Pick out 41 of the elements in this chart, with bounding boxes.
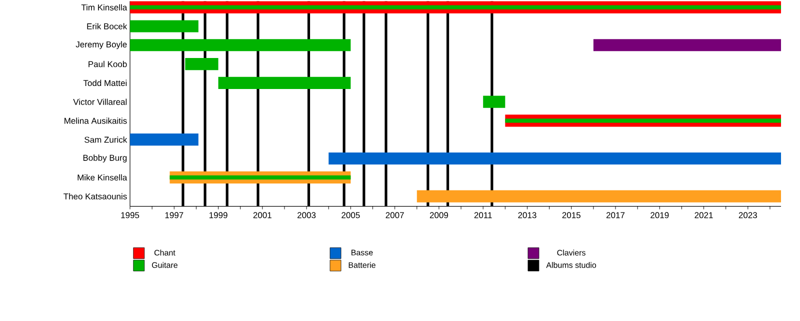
x-tick-label: 2021 xyxy=(694,212,713,218)
y-tick-label: Paul Koob xyxy=(88,60,127,68)
y-tick-label: Sam Zurick xyxy=(84,136,128,143)
y-tick-label: Mike Kinsella xyxy=(78,174,128,180)
bar xyxy=(328,152,782,164)
bar xyxy=(483,96,506,108)
y-tick-label: Todd Mattei xyxy=(83,80,127,86)
y-tick-label: Bobby Burg xyxy=(83,154,127,162)
bar xyxy=(416,190,782,202)
legend-label: Chant xyxy=(154,250,176,256)
x-tick-label: 2023 xyxy=(738,212,757,218)
x-tick-label: 2011 xyxy=(474,212,492,218)
x-tick-label: 2019 xyxy=(650,212,669,218)
legend-label: Guitare xyxy=(152,262,178,268)
x-tick-label: 2009 xyxy=(430,212,448,218)
bar xyxy=(185,58,218,70)
bar xyxy=(130,133,198,146)
x-tick-label: 2015 xyxy=(562,212,580,218)
legend-label: Basse xyxy=(352,250,373,256)
x-tick-label: 2013 xyxy=(518,212,536,218)
y-tick-label: Tim Kinsella xyxy=(81,4,128,10)
legend-label: Albums studio xyxy=(546,262,596,268)
bar xyxy=(130,20,198,32)
x-tick-label: 2005 xyxy=(342,212,360,218)
y-tick-label: Erik Bocek xyxy=(87,22,128,30)
bar xyxy=(218,76,351,89)
x-tick-label: 2001 xyxy=(253,212,272,218)
bar xyxy=(130,38,351,52)
y-tick-label: Theo Katsaounis xyxy=(64,193,127,200)
x-tick-label: 2003 xyxy=(298,212,316,218)
x-tick-label: 1999 xyxy=(209,212,228,218)
legend-label: Batterie xyxy=(348,262,376,268)
x-tick-label: 1997 xyxy=(165,212,184,218)
y-tick-label: Jeremy Boyle xyxy=(76,41,127,49)
y-tick-label: Victor Villareal xyxy=(73,98,127,105)
bar xyxy=(593,38,782,52)
x-tick-label: 1995 xyxy=(121,212,140,218)
x-tick-label: 2017 xyxy=(606,212,625,218)
legend-label: Claviers xyxy=(557,250,586,256)
y-tick-label: Melina Ausikaitis xyxy=(64,117,127,124)
x-tick-label: 2007 xyxy=(386,212,404,218)
